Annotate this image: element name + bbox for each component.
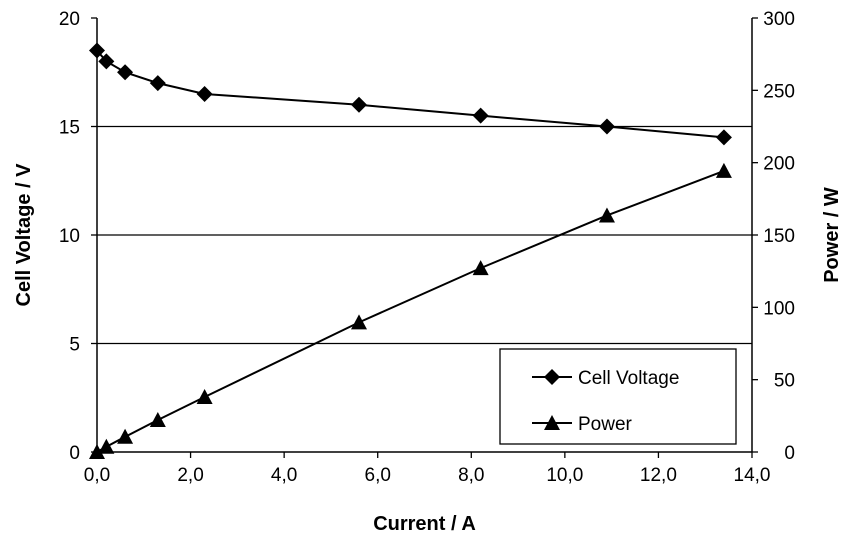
cell-voltage-point bbox=[715, 129, 732, 146]
power-point bbox=[472, 260, 489, 276]
x-tick-label: 12,0 bbox=[640, 465, 677, 486]
y-right-axis-title: Power / W bbox=[821, 187, 843, 283]
y-right-tick-label: 250 bbox=[763, 81, 795, 102]
x-tick-label: 8,0 bbox=[458, 465, 484, 486]
y-left-tick-label: 5 bbox=[69, 335, 80, 356]
power-point bbox=[117, 428, 134, 444]
x-tick-label: 14,0 bbox=[734, 465, 771, 486]
cell-voltage-point bbox=[149, 75, 166, 92]
x-tick-label: 6,0 bbox=[365, 465, 391, 486]
legend-power-label: Power bbox=[578, 414, 633, 435]
legend-box bbox=[499, 348, 737, 445]
y-right-tick-label: 150 bbox=[763, 226, 795, 247]
y-left-tick-label: 0 bbox=[69, 443, 80, 464]
y-right-tick-label: 300 bbox=[763, 9, 795, 30]
gridlines bbox=[97, 125, 752, 345]
legend-cell-voltage-label: Cell Voltage bbox=[578, 368, 679, 389]
power-point bbox=[598, 207, 615, 223]
series-group bbox=[89, 42, 732, 459]
power-point bbox=[149, 412, 166, 428]
power-point bbox=[98, 438, 115, 454]
power-point bbox=[715, 162, 732, 178]
x-axis-title: Current / A bbox=[373, 513, 476, 535]
cell-voltage-point bbox=[89, 42, 105, 59]
x-tick-label: 0,0 bbox=[84, 465, 110, 486]
y-right-tick-label: 100 bbox=[763, 298, 795, 319]
power-point bbox=[351, 314, 367, 330]
y-left-tick-label: 10 bbox=[59, 226, 80, 247]
x-tick-labels: 0,0 2,0 4,0 6,0 8,0 10,0 12,0 14,0 bbox=[84, 452, 771, 486]
y-right-tick-label: 0 bbox=[784, 443, 795, 464]
y-left-tick-label: 20 bbox=[59, 9, 80, 30]
x-tick-label: 10,0 bbox=[546, 465, 583, 486]
cell-voltage-point bbox=[117, 64, 134, 81]
y-left-tick-label: 15 bbox=[59, 118, 80, 139]
cell-voltage-point bbox=[472, 107, 489, 124]
x-tick-label: 2,0 bbox=[177, 465, 203, 486]
cell-voltage-point bbox=[351, 96, 367, 113]
legend-power-marker bbox=[544, 415, 560, 430]
y-right-tick-label: 50 bbox=[774, 371, 795, 392]
x-tick-label: 4,0 bbox=[271, 465, 297, 486]
cell-voltage-line bbox=[96, 49, 725, 139]
cell-voltage-point bbox=[598, 118, 615, 135]
power-point bbox=[196, 389, 213, 405]
y-left-tick-labels: 0 5 10 15 20 bbox=[59, 9, 97, 464]
y-right-tick-label: 200 bbox=[763, 154, 795, 175]
legend-cell-voltage-marker bbox=[544, 369, 560, 385]
power-point bbox=[89, 444, 105, 459]
legend: Cell Voltage Power bbox=[499, 348, 737, 445]
cell-voltage-point bbox=[196, 85, 213, 102]
y-left-axis-title: Cell Voltage / V bbox=[13, 163, 35, 307]
y-right-tick-labels: 0 50 100 150 200 250 300 bbox=[752, 9, 795, 464]
cell-voltage-point bbox=[98, 53, 115, 70]
